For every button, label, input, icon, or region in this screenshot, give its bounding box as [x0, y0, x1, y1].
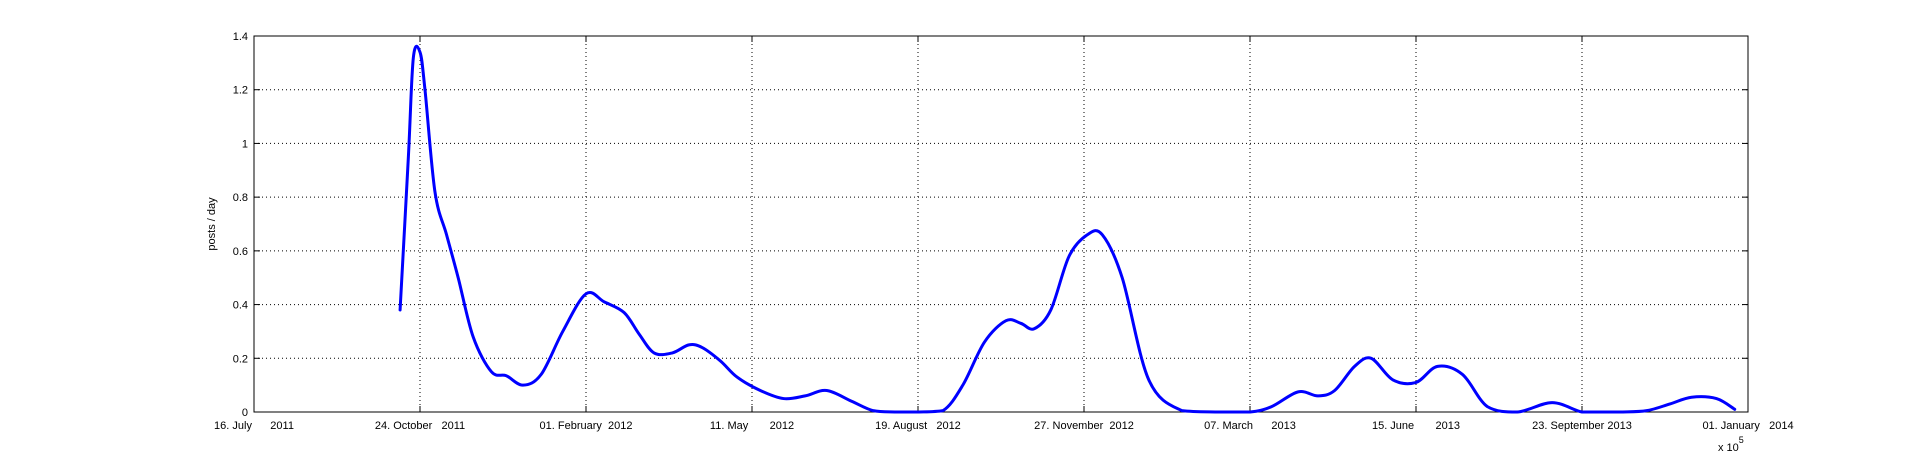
- x-axis-multiplier: x 105: [1718, 435, 1744, 454]
- x-tick-label: 19. August 2012: [875, 420, 961, 432]
- series-line: [398, 44, 1737, 414]
- axes-box: [253, 35, 1749, 413]
- x-axis-multiplier-base: x 10: [1718, 442, 1739, 454]
- y-axis-label: posts / day: [206, 197, 218, 251]
- y-tick-label: 1: [242, 138, 248, 150]
- y-tick-label: 0.6: [233, 246, 248, 258]
- x-tick-label: 01. February 2012: [540, 420, 633, 432]
- y-tick-label: 0.8: [233, 192, 248, 204]
- x-tick-label: 27. November 2012: [1034, 420, 1134, 432]
- x-tick-label: 16. July 2011: [214, 420, 294, 432]
- axes-frame: [253, 35, 1749, 413]
- y-tick-label: 0.4: [233, 300, 248, 312]
- y-tick-label: 1.2: [233, 85, 248, 97]
- x-axis-multiplier-exponent: 5: [1739, 435, 1744, 445]
- x-tick-label: 24. October 2011: [375, 420, 465, 432]
- x-tick-label: 15. June 2013: [1372, 420, 1460, 432]
- plot-area: [254, 36, 1748, 412]
- x-tick-label: 23. September 2013: [1532, 420, 1632, 432]
- x-tick-label: 11. May 2012: [710, 420, 794, 432]
- y-axis: 0 0.2 0.4 0.6 0.8 1 1.2 1.4: [233, 31, 1748, 419]
- y-tick-label: 0: [242, 407, 248, 419]
- x-tick-label: 07. March 2013: [1204, 420, 1296, 432]
- x-axis: 16. July 2011 24. October 2011 01. Februar…: [214, 36, 1794, 432]
- grid-lines: [254, 36, 1748, 412]
- x-tick-label: 01. January 2014: [1702, 420, 1793, 432]
- y-tick-label: 1.4: [233, 31, 248, 43]
- y-tick-label: 0.2: [233, 353, 248, 365]
